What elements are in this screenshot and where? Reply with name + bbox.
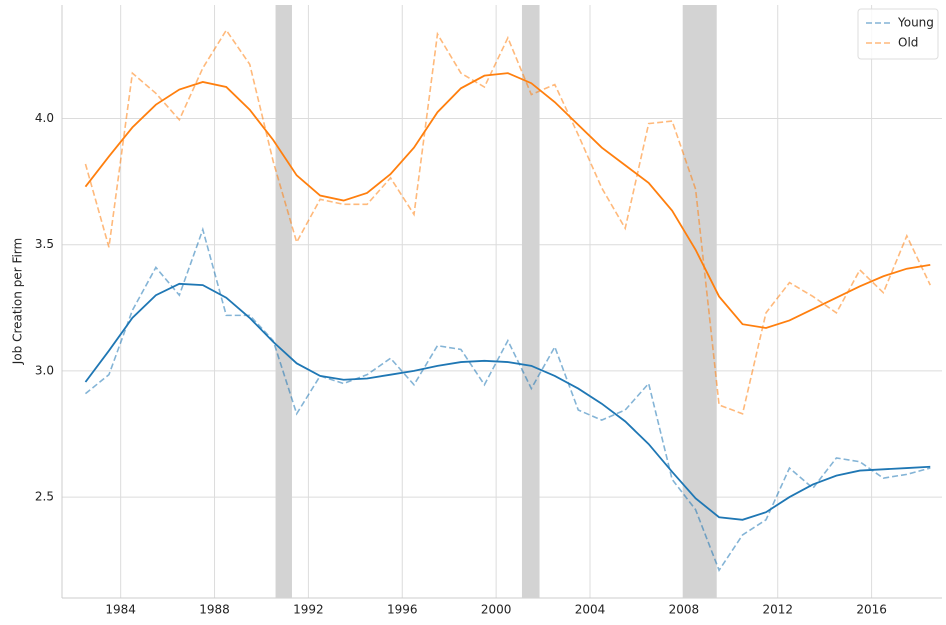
series-line <box>84 72 931 329</box>
y-tick-label: 3.0 <box>35 363 54 377</box>
x-tick-label: 1992 <box>293 603 324 617</box>
series-line <box>84 282 931 521</box>
x-tick-label: 1988 <box>199 603 230 617</box>
recession-band <box>521 5 540 598</box>
x-tick-label: 1984 <box>105 603 136 617</box>
x-tick-label: 1996 <box>387 603 418 617</box>
y-tick-label: 4.0 <box>35 111 54 125</box>
legend-label: Old <box>898 36 918 50</box>
x-tick-label: 2008 <box>669 603 700 617</box>
y-axis-label: Job Creation per Firm <box>11 238 25 365</box>
legend-label: Young <box>897 16 934 30</box>
x-tick-label: 2004 <box>575 603 606 617</box>
series-line <box>84 28 931 415</box>
series-line <box>84 226 931 572</box>
legend-box <box>857 8 939 60</box>
x-tick-label: 2000 <box>481 603 512 617</box>
x-tick-label: 2012 <box>762 603 793 617</box>
y-tick-label: 3.5 <box>35 237 54 251</box>
y-tick-label: 2.5 <box>35 490 54 504</box>
recession-band <box>682 5 717 598</box>
x-tick-label: 2016 <box>856 603 887 617</box>
recession-band <box>275 5 292 598</box>
